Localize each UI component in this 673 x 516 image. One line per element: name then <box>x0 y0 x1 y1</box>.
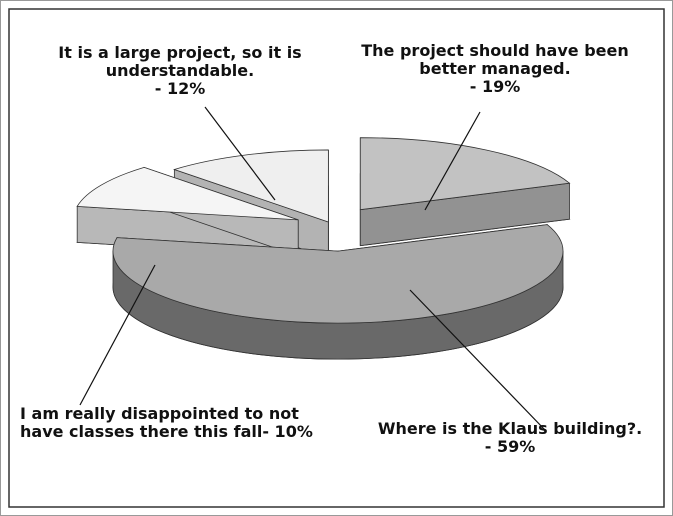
slice <box>359 137 571 211</box>
label-text: I am really disappointed to not have cla… <box>20 404 299 441</box>
slice <box>173 149 329 223</box>
leader-line <box>79 264 156 406</box>
label-value: - 12% <box>154 79 206 98</box>
label-value: - 19% <box>469 77 521 96</box>
label-text: It is a large project, so it is understa… <box>58 43 302 80</box>
label-value: - 59% <box>484 437 536 456</box>
label-text: The project should have been better mana… <box>361 41 629 78</box>
leader-line <box>424 111 481 211</box>
slice <box>76 166 299 221</box>
slice-label: The project should have been better mana… <box>355 42 635 96</box>
leader-line <box>204 106 276 201</box>
slice <box>112 224 564 324</box>
leader-line <box>409 289 546 431</box>
leader-lines <box>79 106 546 431</box>
slice-label: Where is the Klaus building?. - 59% <box>375 420 645 456</box>
label-text: Where is the Klaus building?. <box>377 419 643 438</box>
slice-label: I am really disappointed to not have cla… <box>20 405 320 441</box>
label-value: - 10% <box>262 422 313 441</box>
slice-label: It is a large project, so it is understa… <box>45 44 315 98</box>
pie <box>76 137 571 360</box>
